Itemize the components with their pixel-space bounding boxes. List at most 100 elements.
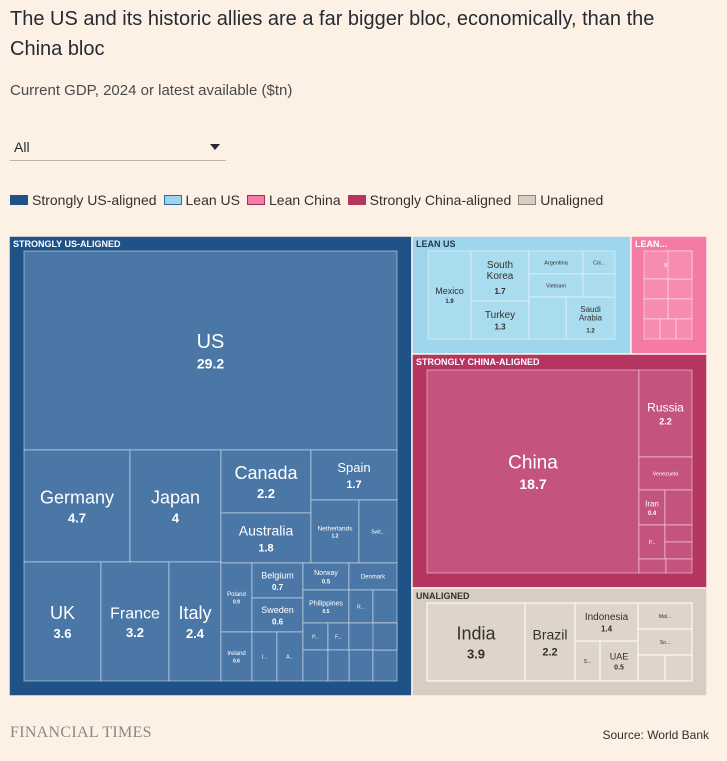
- legend-swatch: [163, 195, 182, 205]
- country-value: 2.2: [659, 417, 672, 427]
- country-label: R...: [357, 604, 365, 610]
- country-value: 2.2: [542, 646, 557, 658]
- country-label: Saudi: [580, 305, 601, 314]
- cell-small-economy: [327, 649, 350, 682]
- cell-p: [302, 622, 329, 651]
- country-value: 1.7: [494, 287, 506, 296]
- cell-poland: [220, 562, 253, 633]
- country-value: 0.5: [614, 665, 624, 672]
- cell-small-economy: [372, 589, 398, 624]
- cell-germany: [23, 449, 131, 563]
- cell-small-economy: [667, 298, 693, 320]
- group-label: STRONGLY CHINA-ALIGNED: [416, 357, 540, 367]
- country-label: Russia: [647, 401, 684, 415]
- legend: Strongly US-aligned Lean US Lean China S…: [10, 191, 610, 209]
- cell-small-economy: [582, 273, 616, 298]
- legend-label: Lean US: [185, 192, 240, 208]
- country-label: Brazil: [532, 626, 567, 642]
- legend-label: Strongly China-aligned: [369, 192, 512, 208]
- cell-s: [574, 640, 601, 682]
- country-value: 0.5: [323, 609, 330, 615]
- cell-a: [276, 631, 304, 682]
- cell-small-economy: [643, 278, 669, 300]
- legend-item-lean-china: Lean China: [247, 192, 341, 208]
- country-value: 1.7: [346, 479, 361, 491]
- cell-brazil: [524, 602, 576, 682]
- cell-i: [251, 631, 278, 682]
- country-label: Australia: [239, 522, 294, 538]
- country-label: South: [487, 260, 513, 271]
- cell-philippines: [302, 589, 350, 624]
- country-label: Korea: [487, 271, 514, 282]
- legend-label: Strongly US-aligned: [32, 192, 157, 208]
- cell-r: [348, 589, 374, 624]
- cell-sweden: [251, 597, 304, 633]
- country-label: Philippines: [309, 601, 343, 608]
- country-label: India: [456, 624, 496, 644]
- cell-small-economy: [664, 524, 693, 543]
- cell-small-economy: [664, 489, 693, 526]
- country-label: Venezuela: [653, 471, 680, 477]
- cell-belgium: [251, 562, 304, 599]
- cell-small-economy: [372, 649, 398, 682]
- country-label: UK: [50, 603, 75, 623]
- country-value: 1.2: [586, 328, 595, 334]
- legend-swatch: [347, 195, 366, 205]
- cell-south-korea: [470, 250, 530, 302]
- country-value: 3.9: [467, 646, 485, 661]
- cell-small-economy: [667, 278, 693, 300]
- cell-small-economy: [664, 654, 693, 682]
- country-label: S...: [584, 659, 592, 665]
- country-value: 0.6: [233, 658, 240, 664]
- cell-so: [637, 628, 693, 656]
- country-label: Italy: [178, 603, 211, 623]
- cell-small-economy: [372, 622, 398, 651]
- country-value: 3.6: [53, 626, 71, 641]
- country-label: Mal...: [659, 614, 671, 620]
- country-value: 0.6: [272, 617, 284, 626]
- legend-label: Unaligned: [540, 192, 604, 208]
- cell-small-economy: [348, 649, 374, 682]
- country-label: P...: [649, 540, 656, 546]
- country-label: Argentina: [544, 260, 568, 266]
- chevron-down-icon: [210, 144, 220, 150]
- country-label: Col...: [593, 260, 605, 266]
- country-label: Belgium: [261, 570, 294, 580]
- country-label: Vietnam: [546, 283, 566, 289]
- country-label: China: [508, 453, 558, 474]
- cell-france: [100, 561, 170, 682]
- legend-item-unaligned: Unaligned: [518, 192, 603, 208]
- country-label: Poland: [227, 592, 246, 598]
- country-label: US: [197, 331, 225, 353]
- country-value: 1.8: [258, 542, 273, 554]
- legend-label: Lean China: [269, 192, 341, 208]
- country-label: Germany: [40, 488, 114, 508]
- country-label: UAE: [610, 651, 629, 661]
- group-filter-dropdown[interactable]: All: [10, 134, 226, 161]
- country-label: Denmark: [361, 575, 386, 581]
- country-value: 2.4: [186, 626, 205, 641]
- cell-small-economy: [667, 250, 693, 280]
- country-value: 0.5: [322, 580, 331, 586]
- cell-us: [23, 250, 398, 451]
- country-value: 4: [172, 510, 180, 525]
- country-label: France: [110, 605, 160, 622]
- cell-spain: [310, 449, 398, 501]
- country-value: 1.9: [445, 299, 454, 305]
- country-label: Canada: [234, 463, 298, 483]
- legend-swatch: [518, 195, 537, 205]
- country-label: Spain: [337, 460, 370, 475]
- cell-mal: [637, 602, 693, 630]
- cell-small-economy: [528, 296, 567, 340]
- cell-india: [426, 602, 526, 682]
- group-label: LEAN...: [635, 239, 667, 249]
- country-value: 3.2: [126, 625, 144, 640]
- country-label: Norway: [314, 570, 338, 577]
- legend-item-lean-us: Lean US: [163, 192, 240, 208]
- country-label: Ireland: [227, 651, 245, 657]
- country-value: 29.2: [197, 355, 224, 371]
- country-label: A...: [286, 654, 294, 660]
- country-value: 4.7: [68, 510, 86, 525]
- country-value: 0.4: [648, 511, 657, 517]
